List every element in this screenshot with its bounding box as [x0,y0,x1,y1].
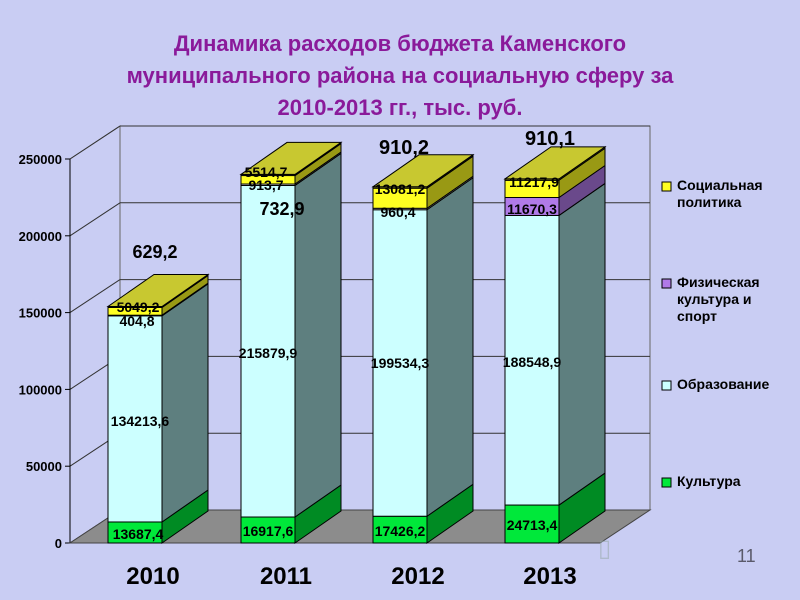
legend-label-line: спорт [677,308,717,324]
legend-label: Социальная политика [677,177,763,210]
legend-label: Культура [677,473,741,489]
bar-top-face [239,141,343,175]
y-tick-label: 200000 [19,229,62,244]
bar-segment-side [161,282,209,523]
bar-segment-side [558,182,606,506]
bar-top-face [106,273,210,307]
data-label: 11217,9 [509,174,559,190]
bar-top-face [503,146,607,180]
data-label: 404,8 [119,313,154,329]
title-line-2: муниципального района на социальную сфер… [126,63,674,88]
data-label: 13081,2 [375,181,426,197]
x-tick-label: 2011 [260,563,312,590]
data-label: 960,4 [380,204,415,220]
x-tick-label: 2010 [126,563,179,590]
legend-label-line: Культура [677,473,741,489]
data-label: 11670,3 [507,201,557,217]
y-tick-label: 0 [55,536,62,551]
y-tick-label: 50000 [26,459,62,474]
legend-label: Образование [677,376,769,392]
bar-segment-front [372,515,428,544]
x-tick-label: 2012 [391,563,444,590]
data-label: 24713,4 [507,517,558,533]
legend-label-line: Физическая [677,274,760,290]
data-label: 629,2 [132,242,177,262]
data-label: 188548,9 [503,354,562,370]
y-tick-label: 150000 [19,306,62,321]
data-label: 199534,3 [371,355,430,371]
gridline-side [69,125,121,160]
data-label: 215879,9 [239,345,298,361]
data-label: 913,7 [248,177,283,193]
legend-label-line: культура и [677,291,752,307]
gridline-side [69,279,121,314]
data-label: 16917,6 [243,523,294,539]
legend-swatch [661,278,672,289]
legend-label: Физическая культура и спорт [677,274,760,324]
title-line-3: 2010-2013 гг., тыс. руб. [277,95,523,120]
data-label: 910,2 [379,137,429,159]
data-label: 13687,4 [113,526,164,542]
page-number: 11 [737,546,756,566]
data-label: 5514,7 [245,164,288,180]
legend-label-line: Образование [677,376,769,392]
data-label: 17426,2 [375,523,426,539]
x-tick-label: 2013 [523,563,576,590]
data-label: 732,9 [259,199,304,219]
legend-swatch [661,477,672,488]
title-line-1: Динамика расходов бюджета Каменского [173,31,627,56]
watermark-logo-icon: ▯ [598,535,613,562]
legend-label-line: политика [677,194,742,210]
chart-title: Динамика расходов бюджета Каменского мун… [40,28,760,124]
legend-swatch [661,380,672,391]
data-label: 910,1 [525,128,575,150]
legend-swatch [661,181,672,192]
y-tick-label: 100000 [19,382,62,397]
gridline-side [69,202,121,237]
data-label: 134213,6 [111,413,170,429]
bar-top-face [371,154,475,188]
y-tick-label: 250000 [19,152,62,167]
legend-label-line: Социальная [677,177,763,193]
bar-segment-front [240,516,296,544]
bar-segment-side [426,176,474,518]
data-label: 5049,2 [117,299,160,315]
